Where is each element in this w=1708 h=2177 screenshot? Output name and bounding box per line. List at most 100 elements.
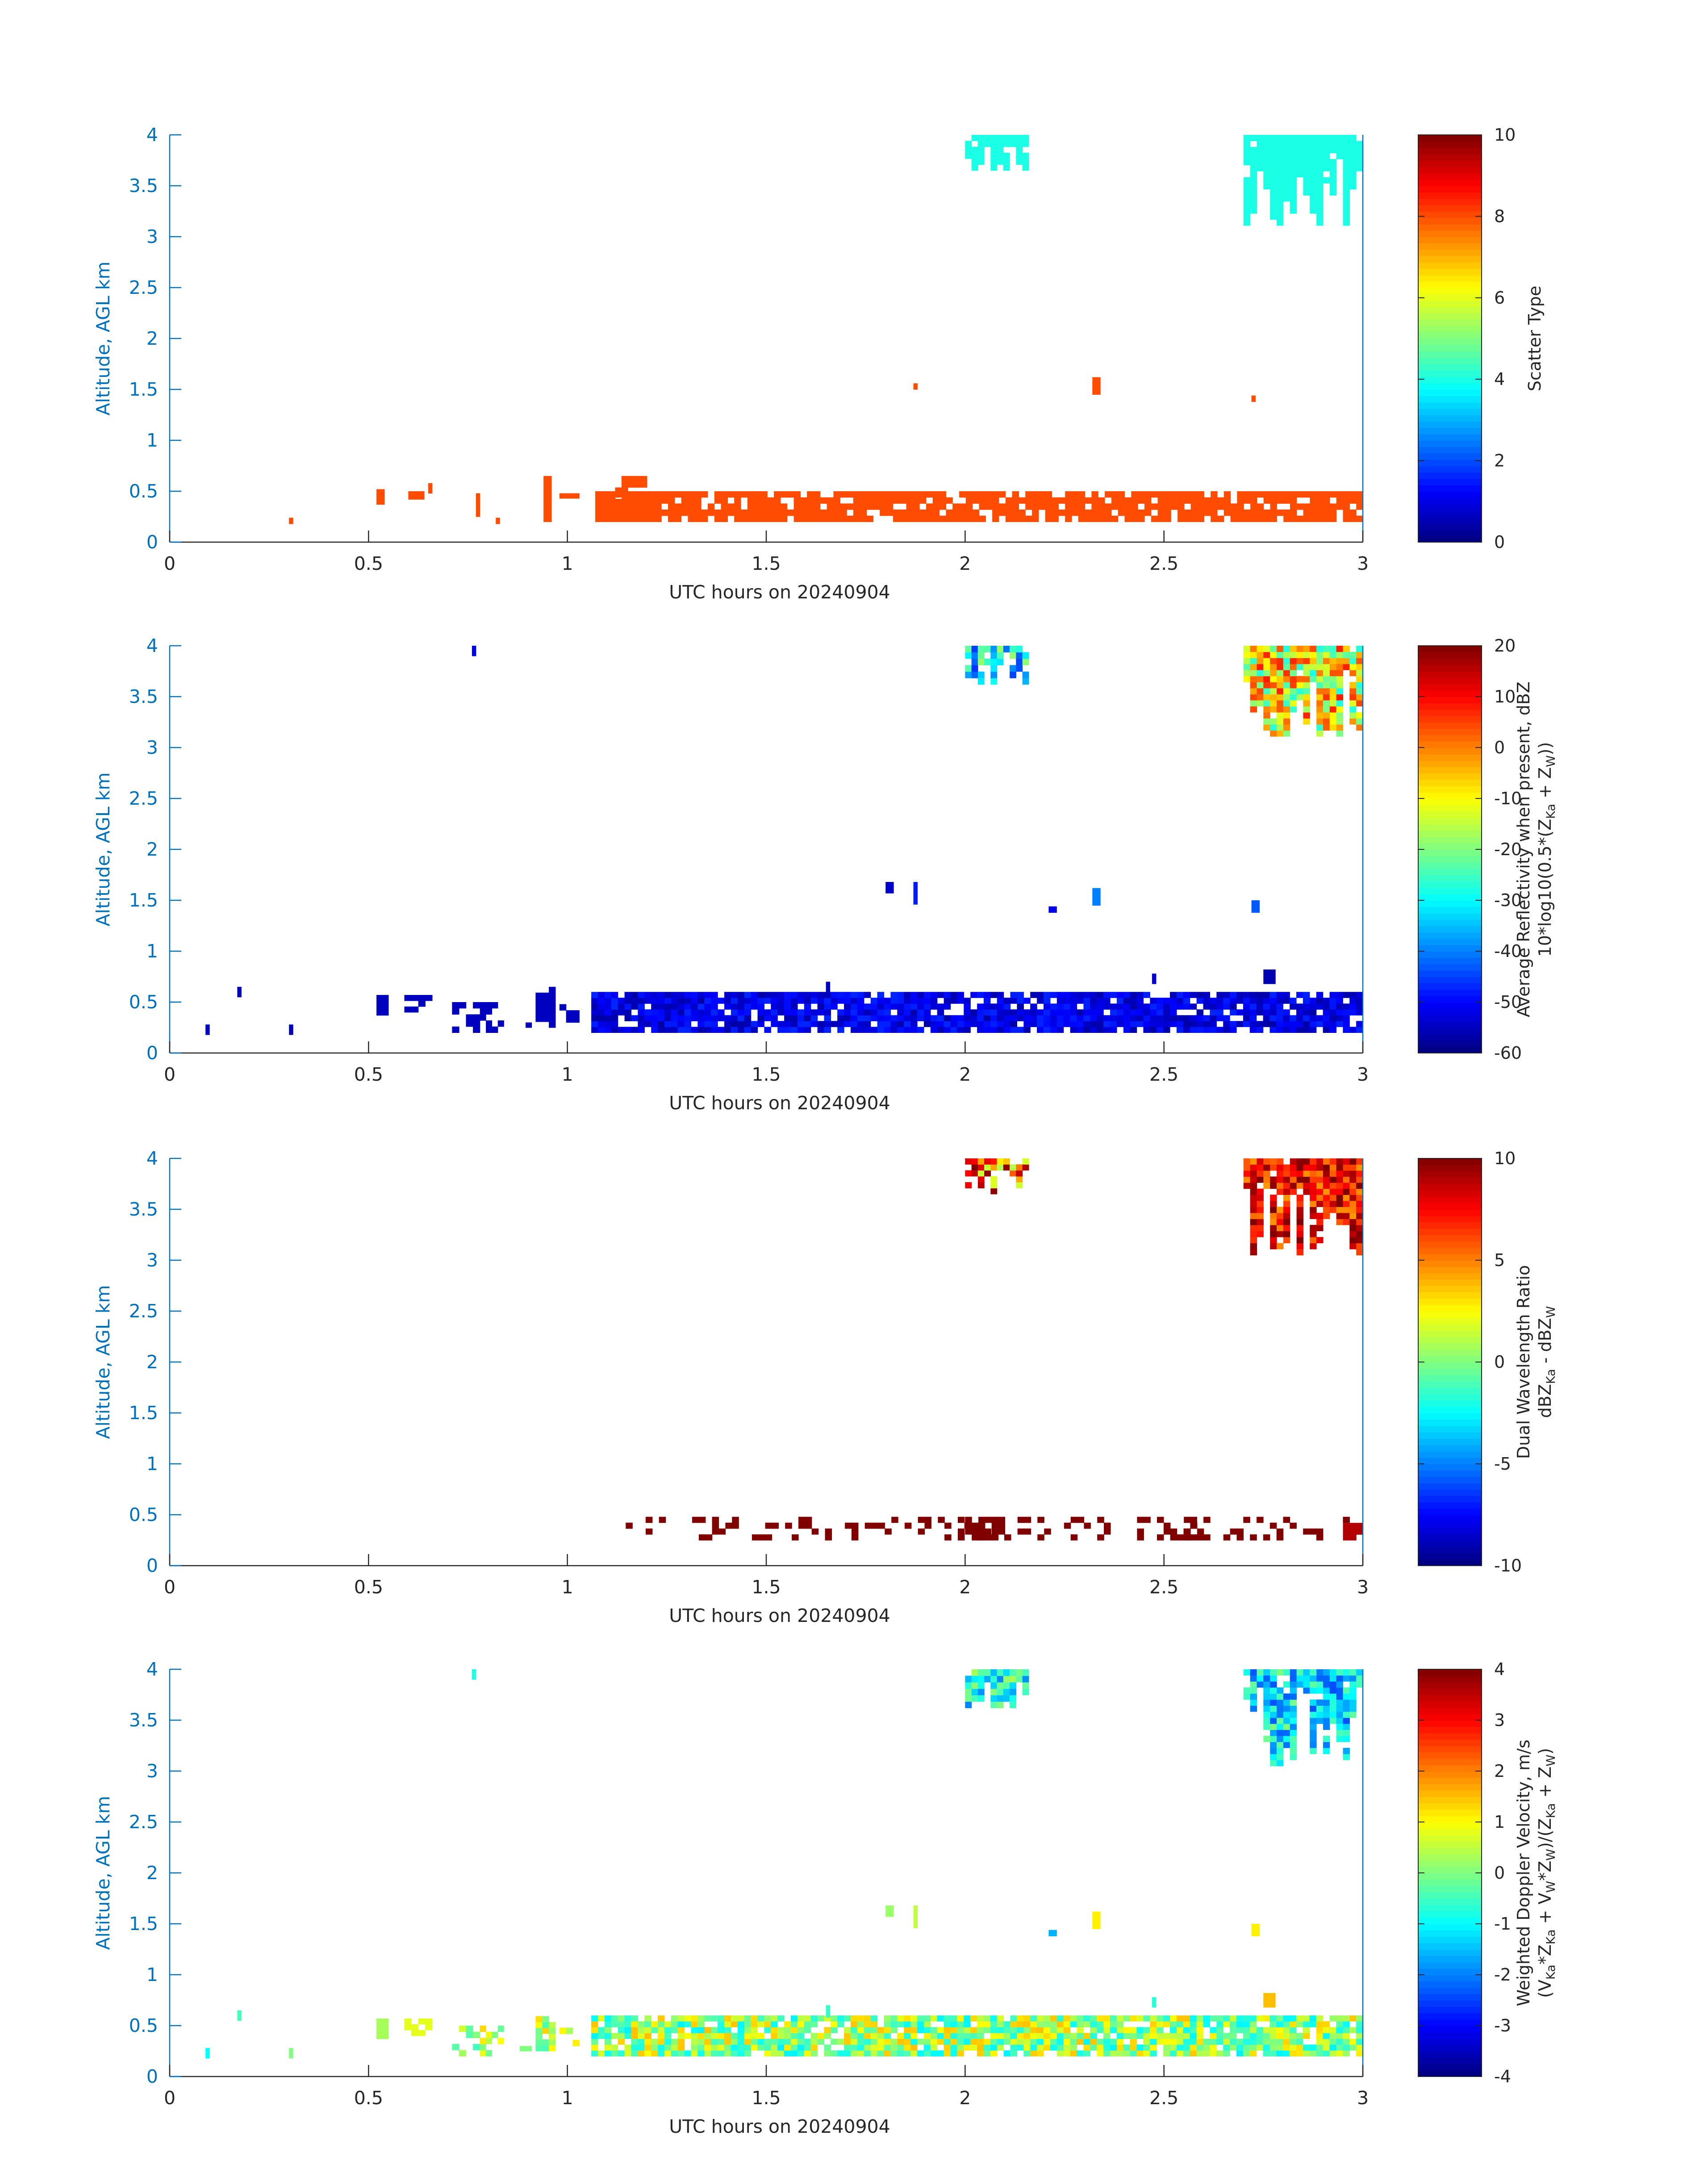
heatmap-cell — [1303, 694, 1310, 701]
heatmap-cell — [737, 2015, 745, 2022]
heatmap-cell — [1010, 2021, 1017, 2027]
heatmap-cell — [817, 1021, 825, 1027]
colorbar-label: Average Reflectivity when present, dBZ — [1514, 681, 1533, 1017]
heatmap-cell — [1250, 700, 1257, 706]
colorbar-swatch — [1418, 977, 1482, 984]
heatmap-cell — [1116, 1003, 1124, 1010]
heatmap-cell — [711, 2050, 718, 2056]
heatmap-cell — [1057, 2027, 1064, 2033]
heatmap-cell — [404, 1006, 412, 1013]
heatmap-cell — [760, 491, 768, 498]
heatmap-cell — [1290, 165, 1297, 171]
heatmap-cell — [1303, 1687, 1310, 1694]
heatmap-cell — [784, 1027, 791, 1033]
heatmap-cell — [857, 1003, 864, 1010]
heatmap-cell — [917, 2027, 924, 2033]
heatmap-cell — [1290, 1754, 1297, 1760]
heatmap-cell — [1257, 1195, 1264, 1201]
heatmap-cell — [1343, 177, 1350, 184]
heatmap-cell — [1329, 510, 1337, 516]
heatmap-cell — [697, 1009, 705, 1015]
heatmap-cell — [1336, 670, 1343, 677]
heatmap-cell — [1032, 503, 1039, 510]
heatmap-cell — [535, 2016, 543, 2022]
heatmap-cell — [1303, 159, 1310, 166]
heatmap-cell — [1310, 189, 1317, 196]
heatmap-cell — [1250, 1675, 1257, 1682]
heatmap-cell — [1270, 718, 1277, 725]
colorbar-swatch — [1418, 1521, 1482, 1528]
heatmap-cell — [926, 510, 933, 516]
heatmap-cell — [757, 1003, 764, 1010]
heatmap-cell — [542, 2022, 549, 2028]
heatmap-cell — [1083, 2050, 1090, 2056]
heatmap-cell — [983, 1003, 991, 1010]
heatmap-cell — [661, 510, 668, 516]
colorbar-swatch — [1418, 1457, 1482, 1464]
heatmap-cell — [1044, 1015, 1051, 1021]
heatmap-cell — [910, 2015, 918, 2022]
heatmap-cell — [744, 2033, 752, 2039]
heatmap-cell — [1283, 1188, 1290, 1195]
heatmap-cell — [1276, 1015, 1283, 1021]
heatmap-cell — [1091, 503, 1098, 510]
heatmap-cell — [681, 497, 689, 504]
colorbar-swatch — [1418, 2057, 1482, 2064]
heatmap-cell — [1003, 1027, 1011, 1033]
colorbar-swatch — [1418, 957, 1482, 965]
heatmap-cell — [1270, 700, 1277, 706]
heatmap-cell — [1170, 1015, 1177, 1021]
heatmap-cell — [1090, 992, 1097, 998]
colorbar-swatch — [1418, 1527, 1482, 1534]
heatmap-cell — [1303, 171, 1310, 178]
heatmap-cell — [1356, 497, 1363, 504]
heatmap-cell — [1131, 491, 1138, 498]
heatmap-cell — [1223, 1003, 1230, 1010]
y-tick-label: 0 — [146, 531, 158, 553]
heatmap-cell — [1097, 2044, 1104, 2051]
heatmap-cell — [1310, 1176, 1317, 1183]
heatmap-cell — [604, 1009, 612, 1015]
heatmap-cell — [480, 2026, 486, 2032]
heatmap-cell — [1022, 159, 1029, 165]
heatmap-cell — [997, 1021, 1004, 1027]
heatmap-cell — [1092, 377, 1101, 384]
heatmap-cell — [1270, 1207, 1277, 1213]
heatmap-cell — [572, 2039, 580, 2047]
heatmap-cell — [1022, 1669, 1029, 1676]
heatmap-cell — [1290, 706, 1297, 713]
heatmap-cell — [970, 2015, 977, 2022]
heatmap-cell — [1329, 688, 1337, 694]
colorbar-swatch — [1418, 1247, 1482, 1254]
heatmap-cell — [1130, 2015, 1137, 2022]
heatmap-cell — [877, 1003, 885, 1010]
heatmap-cell — [1017, 2027, 1024, 2033]
heatmap-cell — [1083, 1021, 1090, 1027]
heatmap-cell — [1283, 1681, 1290, 1688]
heatmap-cell — [1356, 2039, 1363, 2045]
heatmap-cell — [1203, 2044, 1210, 2051]
heatmap-cell — [937, 992, 944, 998]
heatmap-cell — [877, 1021, 885, 1027]
heatmap-cell — [1303, 658, 1310, 664]
heatmap-cell — [1310, 670, 1317, 677]
heatmap-cell — [1316, 1687, 1324, 1694]
heatmap-cell — [986, 491, 993, 498]
heatmap-cell — [817, 2033, 825, 2039]
heatmap-cell — [764, 2050, 771, 2056]
heatmap-cell — [1257, 1231, 1264, 1237]
heatmap-cell — [1270, 1164, 1277, 1171]
heatmap-cell — [718, 2039, 725, 2045]
heatmap-cell — [1343, 147, 1350, 154]
heatmap-cell — [1283, 1212, 1290, 1219]
heatmap-cell — [1336, 730, 1343, 737]
heatmap-cell — [289, 1024, 293, 1030]
heatmap-cell — [1024, 1517, 1031, 1523]
heatmap-cell — [1010, 665, 1016, 672]
heatmap-cell — [628, 510, 635, 517]
heatmap-cell — [910, 998, 918, 1004]
heatmap-cell — [624, 1027, 632, 1033]
y-tick-label: 2 — [146, 839, 158, 860]
heatmap-cell — [1257, 664, 1264, 670]
